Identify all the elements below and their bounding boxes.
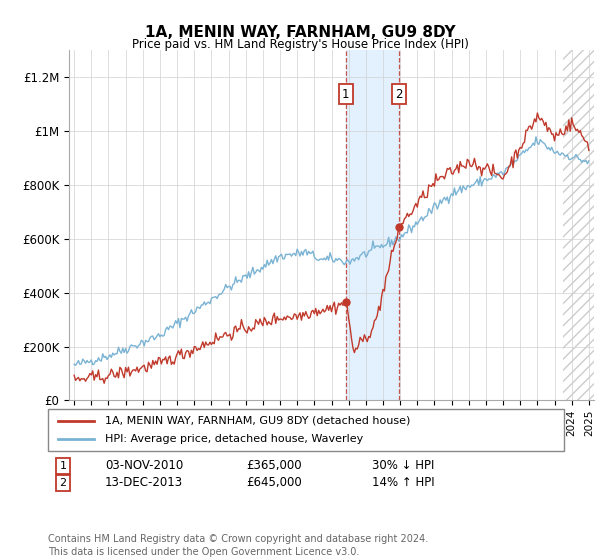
Text: HPI: Average price, detached house, Waverley: HPI: Average price, detached house, Wave… <box>105 434 363 444</box>
Text: 2: 2 <box>395 88 403 101</box>
Text: 2: 2 <box>59 478 67 488</box>
Bar <box>346 50 399 400</box>
Text: 1A, MENIN WAY, FARNHAM, GU9 8DY: 1A, MENIN WAY, FARNHAM, GU9 8DY <box>145 25 455 40</box>
Text: 03-NOV-2010: 03-NOV-2010 <box>105 459 183 473</box>
Text: 14% ↑ HPI: 14% ↑ HPI <box>372 476 434 489</box>
Text: £365,000: £365,000 <box>246 459 302 473</box>
Text: 13-DEC-2013: 13-DEC-2013 <box>105 476 183 489</box>
Text: £645,000: £645,000 <box>246 476 302 489</box>
Text: 1: 1 <box>59 461 67 471</box>
Text: Contains HM Land Registry data © Crown copyright and database right 2024.
This d: Contains HM Land Registry data © Crown c… <box>48 534 428 557</box>
Text: 1A, MENIN WAY, FARNHAM, GU9 8DY (detached house): 1A, MENIN WAY, FARNHAM, GU9 8DY (detache… <box>105 416 410 426</box>
Text: Price paid vs. HM Land Registry's House Price Index (HPI): Price paid vs. HM Land Registry's House … <box>131 38 469 51</box>
Text: 30% ↓ HPI: 30% ↓ HPI <box>372 459 434 473</box>
Text: 1: 1 <box>342 88 350 101</box>
Bar <box>563 50 600 400</box>
FancyBboxPatch shape <box>48 409 564 451</box>
